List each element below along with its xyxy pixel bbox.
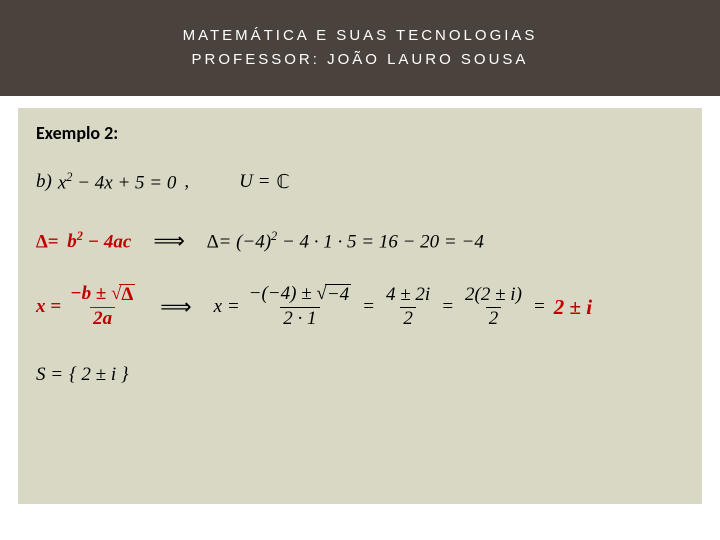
solution-label: S = bbox=[36, 364, 63, 386]
quadratic-row: x = −b ± √∆ 2a ⟹ x = −(−4) ± √−4 bbox=[36, 284, 684, 330]
header-line-1: MATEMÁTICA E SUAS TECNOLOGIAS bbox=[183, 24, 538, 48]
quadratic-formula: x = −b ± √∆ 2a bbox=[36, 284, 138, 330]
quadratic-result: 2 ± i bbox=[554, 295, 592, 320]
item-label: b) bbox=[36, 171, 52, 193]
implies-arrow-2: ⟹ bbox=[160, 294, 192, 320]
example-panel: Exemplo 2: b) x2 − 4x + 5 = 0 , U = ℂ ∆=… bbox=[18, 108, 702, 504]
equation-text: x2 − 4x + 5 = 0 bbox=[58, 170, 177, 194]
solution-set: { 2 ± i } bbox=[69, 364, 128, 386]
universe-label: U = bbox=[239, 171, 270, 193]
implies-arrow: ⟹ bbox=[153, 228, 185, 254]
content-area: Exemplo 2: b) x2 − 4x + 5 = 0 , U = ℂ ∆=… bbox=[0, 96, 720, 522]
example-title: Exemplo 2: bbox=[36, 122, 684, 144]
delta-calc: ∆= (−4)2 − 4 · 1 · 5 = 16 − 20 = −4 bbox=[207, 229, 484, 253]
universe-set: ℂ bbox=[276, 171, 289, 194]
delta-formula: ∆= b2 − 4ac bbox=[36, 229, 131, 253]
solution-row: S = { 2 ± i } bbox=[36, 364, 684, 386]
header-line-2: PROFESSOR: JOÃO LAURO SOUSA bbox=[192, 48, 529, 72]
discriminant-row: ∆= b2 − 4ac ⟹ ∆= (−4)2 − 4 · 1 · 5 = 16 … bbox=[36, 228, 684, 254]
slide-header: MATEMÁTICA E SUAS TECNOLOGIAS PROFESSOR:… bbox=[0, 0, 720, 96]
quadratic-steps: x = −(−4) ± √−4 2 · 1 = 4 ± 2i 2 = 2(2 ±… bbox=[214, 284, 554, 330]
equation-row: b) x2 − 4x + 5 = 0 , U = ℂ bbox=[36, 170, 684, 194]
